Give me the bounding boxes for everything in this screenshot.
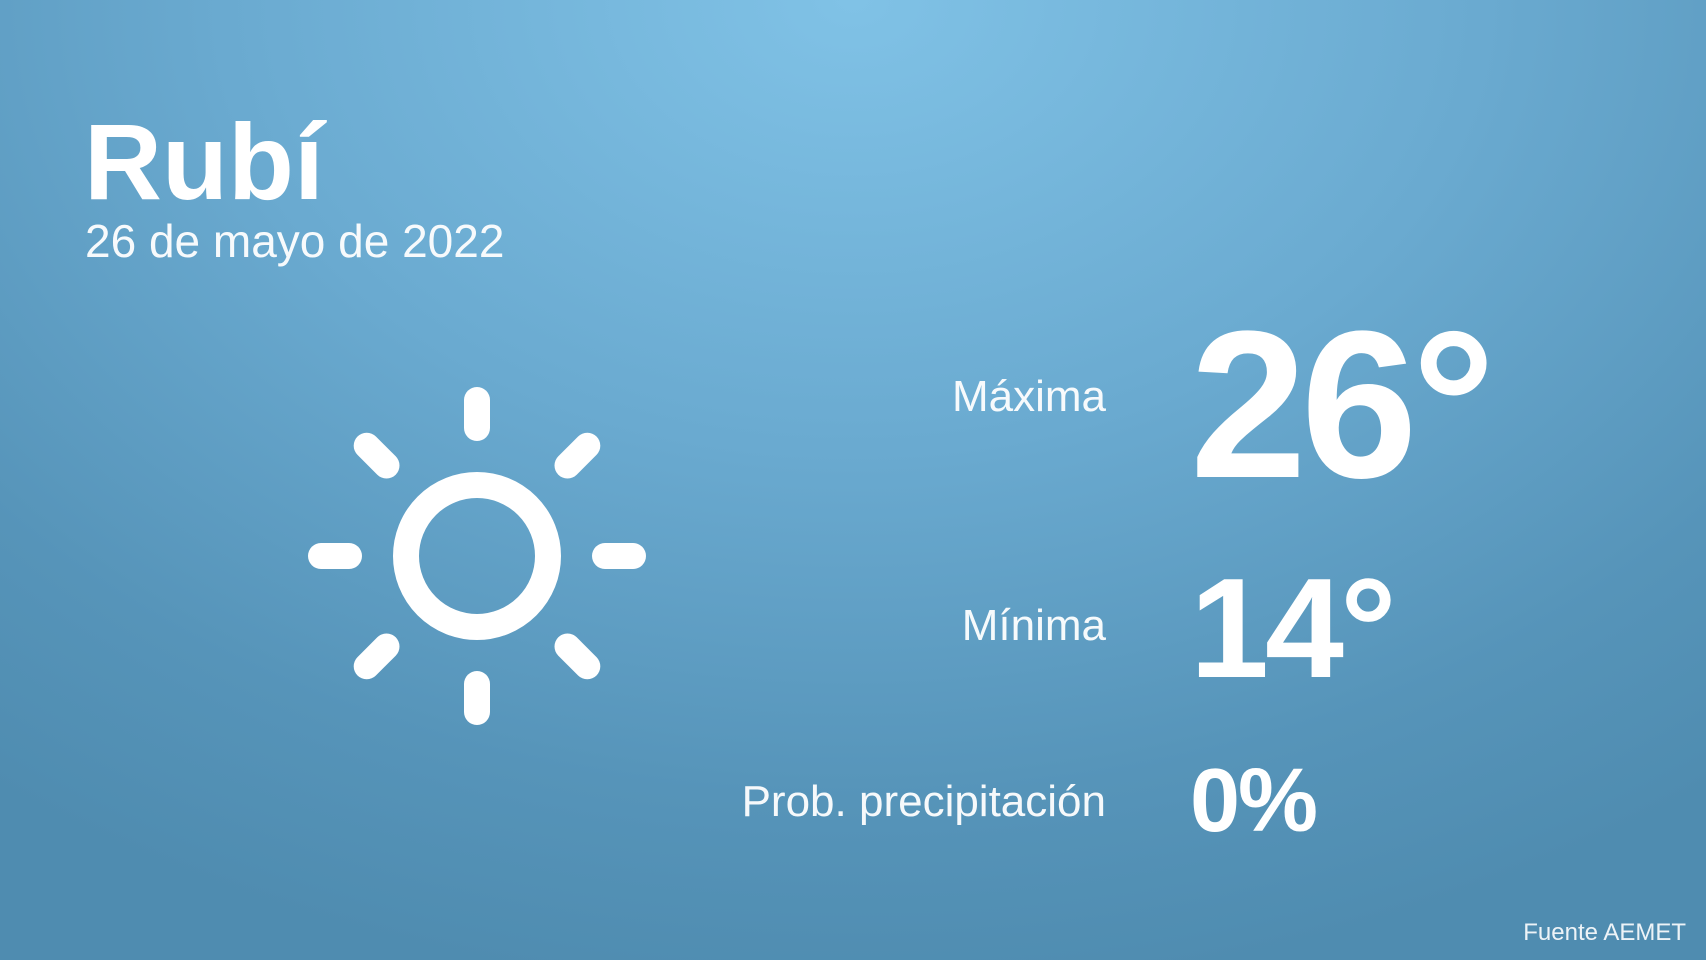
forecast-date: 26 de mayo de 2022 <box>85 215 505 267</box>
sun-ray <box>554 633 601 680</box>
min-temp-label: Mínima <box>961 601 1106 650</box>
max-temp-value: 26° <box>1190 287 1496 522</box>
max-temp-label: Máxima <box>951 372 1106 421</box>
sun-ray <box>353 633 400 680</box>
precipitation-value: 0% <box>1190 751 1318 851</box>
sun-ray <box>554 432 601 479</box>
min-temp-value: 14° <box>1190 549 1397 708</box>
sun-ray <box>353 432 400 479</box>
sun-icon <box>308 387 646 725</box>
city-name: Rubí <box>84 101 324 222</box>
precipitation-label: Prob. precipitación <box>741 777 1106 826</box>
source-credit: Fuente AEMET <box>1523 919 1686 946</box>
